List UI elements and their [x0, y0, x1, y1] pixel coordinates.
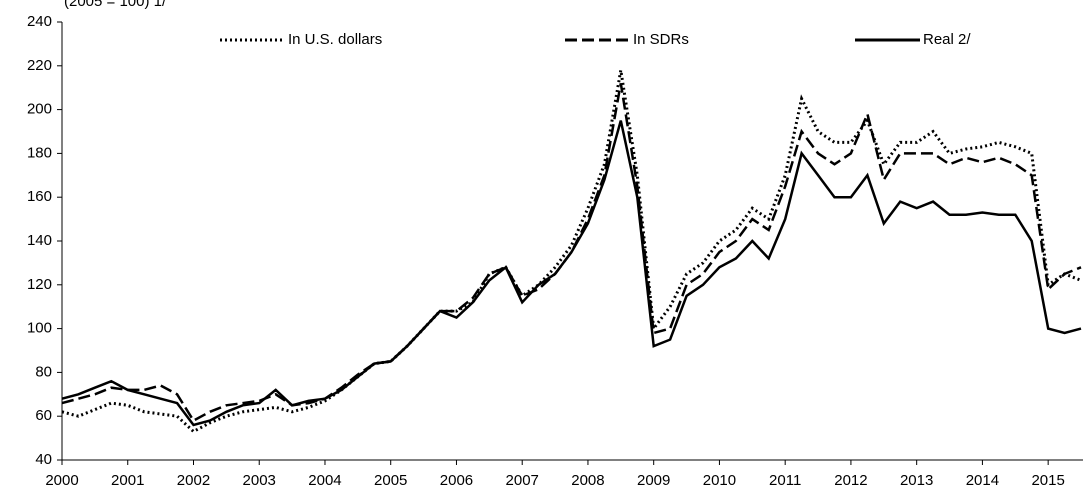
y-tick-label: 180: [27, 144, 52, 161]
y-tick-label: 140: [27, 232, 52, 249]
y-tick-label: 60: [35, 407, 52, 424]
y-tick-label: 100: [27, 320, 52, 337]
series-line: [61, 83, 1082, 423]
x-tick-label: 2014: [966, 472, 999, 489]
x-tick-label: 2015: [1031, 472, 1064, 489]
x-tick-label: 2010: [703, 472, 736, 489]
x-tick-label: 2003: [243, 472, 276, 489]
y-tick-label: 160: [27, 188, 52, 205]
series-line: [61, 120, 1082, 427]
x-tick-label: 2013: [900, 472, 933, 489]
x-tick-label: 2012: [834, 472, 867, 489]
x-tick-label: 2009: [637, 472, 670, 489]
legend-label: In SDRs: [633, 31, 689, 48]
y-tick-label: 240: [27, 13, 52, 30]
x-tick-label: 2002: [177, 472, 210, 489]
x-tick-label: 2007: [506, 472, 539, 489]
y-tick-label: 80: [35, 363, 52, 380]
series-line: [61, 69, 1082, 434]
legend-label: In U.S. dollars: [288, 31, 382, 48]
y-tick-label: 220: [27, 57, 52, 74]
legend-label: Real 2/: [923, 31, 971, 48]
y-tick-label: 40: [35, 451, 52, 468]
y-tick-label: 200: [27, 101, 52, 118]
y-tick-label: 120: [27, 276, 52, 293]
x-tick-label: 2011: [769, 472, 801, 489]
x-tick-label: 2006: [440, 472, 473, 489]
x-tick-label: 2001: [111, 472, 144, 489]
x-tick-label: 2008: [571, 472, 604, 489]
chart-subtitle: (2005 = 100) 1/: [64, 0, 167, 10]
x-tick-label: 2000: [45, 472, 78, 489]
x-tick-label: 2005: [374, 472, 407, 489]
x-tick-label: 2004: [308, 472, 341, 489]
